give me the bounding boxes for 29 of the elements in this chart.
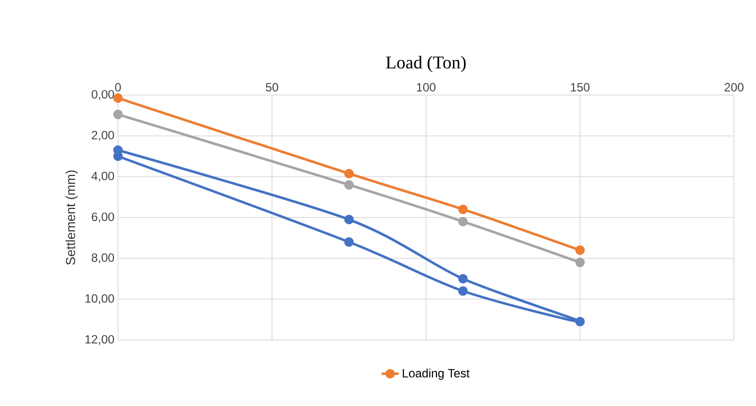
y-axis-title: Settlement (mm) [66,170,78,265]
legend-label: Loading Test [402,368,470,380]
point [113,152,123,161]
y-tick-label: 0,00 [92,90,114,100]
point [575,258,585,268]
point [344,237,354,247]
point [458,286,468,296]
x-tick-label: 150 [570,83,590,92]
point [113,110,123,120]
point [113,93,123,103]
point [458,204,468,214]
y-tick-label: 10,00 [85,294,114,304]
point [575,316,585,326]
y-tick-label: 2,00 [92,130,114,141]
x-tick-label: 200 [724,83,744,92]
x-tick-label: 100 [416,83,436,92]
y-tick-label: 8,00 [92,253,114,264]
point [344,168,354,178]
point [344,180,354,190]
x-tick-label: 0 [115,83,121,92]
y-tick-label: 4,00 [91,172,114,182]
point [458,216,468,226]
y-tick-label: 6,00 [92,212,114,222]
point [458,274,468,284]
x-tick-label: 50 [266,83,278,92]
y-tick-label: 12,00 [85,335,114,345]
x-axis-title: Load (Ton) [386,56,466,72]
point [575,245,585,255]
point [344,214,354,224]
